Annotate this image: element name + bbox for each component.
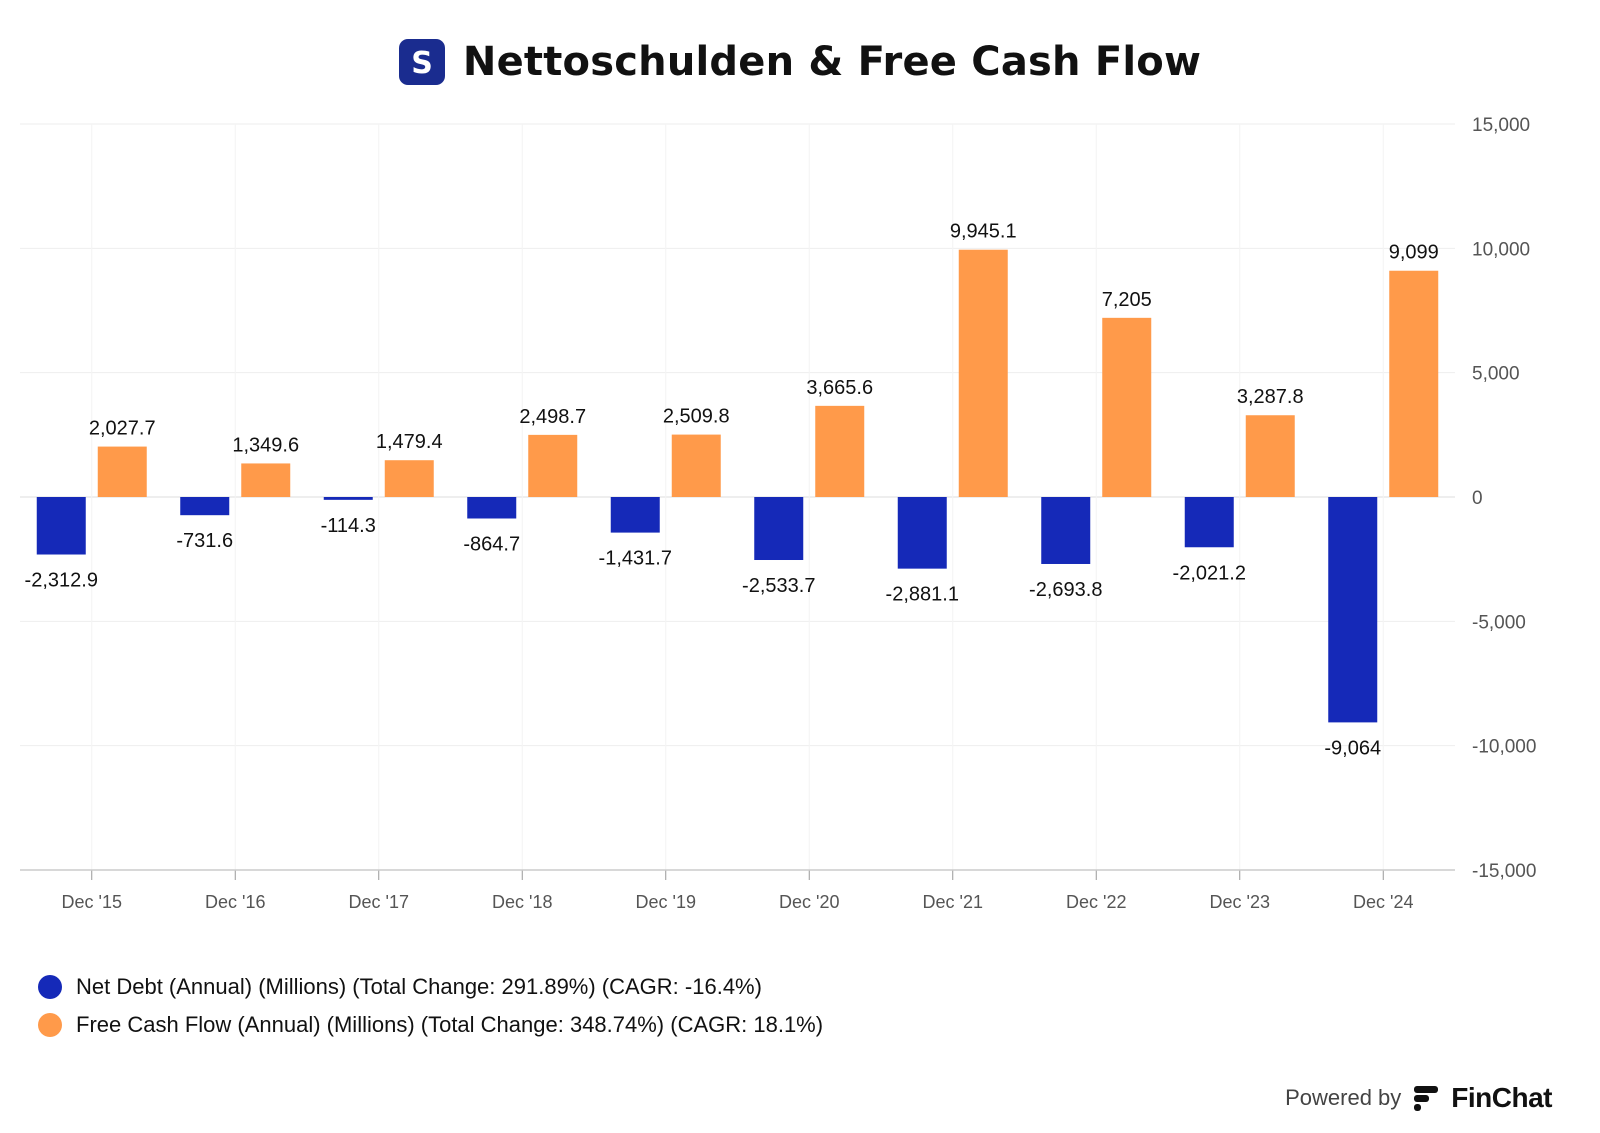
- net-debt-bar: [897, 497, 947, 569]
- chart-header: S Nettoschulden & Free Cash Flow: [0, 36, 1600, 88]
- free-cash-flow-bar: [241, 463, 291, 497]
- net-debt-data-label: -2,312.9: [25, 570, 98, 592]
- free-cash-flow-bar: [528, 434, 578, 497]
- chart-title: Nettoschulden & Free Cash Flow: [462, 39, 1202, 85]
- x-tick-label: Dec '17: [349, 892, 409, 912]
- x-tick-label: Dec '21: [923, 892, 983, 912]
- logo-glyph-icon: S: [411, 46, 433, 81]
- x-tick-label: Dec '15: [62, 892, 122, 912]
- net-debt-bar: [36, 497, 86, 555]
- net-debt-bar: [610, 497, 660, 533]
- y-tick-label: -5,000: [1472, 612, 1526, 633]
- bar-chart: 15,000 10,000 5,000 0 -5,000 -10,000 -15,000 De…: [20, 115, 1536, 912]
- free-cash-flow-bar: [1245, 415, 1295, 497]
- y-tick-label: 0: [1472, 488, 1483, 509]
- free-cash-flow-bar: [958, 249, 1008, 497]
- free-cash-flow-data-label: 9,099: [1389, 242, 1439, 264]
- x-tick-label: Dec '20: [779, 892, 839, 912]
- free-cash-flow-data-label: 1,349.6: [232, 434, 299, 456]
- free-cash-flow-data-label: 1,479.4: [376, 431, 443, 453]
- net-debt-data-label: -2,021.2: [1173, 562, 1246, 584]
- free-cash-flow-bar: [97, 446, 147, 497]
- free-cash-flow-data-label: 2,027.7: [89, 418, 156, 440]
- finchat-brand[interactable]: FinChat: [1451, 1082, 1552, 1113]
- net-debt-bar: [1184, 497, 1234, 548]
- chart-legend: Net Debt (Annual) (Millions) (Total Chan…: [38, 968, 823, 1044]
- x-tick-label: Dec '22: [1066, 892, 1126, 912]
- free-cash-flow-data-label: 3,287.8: [1237, 386, 1304, 408]
- free-cash-flow-bar: [815, 405, 865, 497]
- net-debt-bar: [180, 497, 230, 516]
- free-cash-flow-data-label: 2,509.8: [663, 406, 730, 428]
- x-tick-label: Dec '19: [636, 892, 696, 912]
- legend-item-free-cash-flow[interactable]: Free Cash Flow (Annual) (Millions) (Tota…: [38, 1006, 823, 1044]
- net-debt-bar: [323, 497, 373, 500]
- x-tick-label: Dec '16: [205, 892, 265, 912]
- legend-swatch-free-cash-flow: [38, 1013, 62, 1037]
- y-tick-label: -10,000: [1472, 737, 1536, 758]
- net-debt-bar: [1328, 497, 1378, 723]
- net-debt-bar: [754, 497, 804, 561]
- app-logo-icon: S: [398, 39, 445, 85]
- legend-item-net-debt[interactable]: Net Debt (Annual) (Millions) (Total Chan…: [38, 968, 823, 1006]
- net-debt-data-label: -864.7: [463, 534, 520, 556]
- free-cash-flow-bar: [1389, 270, 1439, 497]
- net-debt-data-label: -2,881.1: [886, 584, 959, 606]
- net-debt-bar: [467, 497, 517, 519]
- x-tick-label: Dec '18: [492, 892, 552, 912]
- powered-by-text: Powered by: [1285, 1085, 1402, 1110]
- finchat-logo-icon: [1414, 1086, 1439, 1111]
- free-cash-flow-bar: [671, 434, 721, 497]
- net-debt-data-label: -2,533.7: [742, 575, 815, 597]
- free-cash-flow-bar: [1102, 317, 1152, 497]
- net-debt-data-label: -114.3: [321, 515, 376, 537]
- net-debt-data-label: -9,064: [1324, 737, 1381, 759]
- legend-label-free-cash-flow: Free Cash Flow (Annual) (Millions) (Tota…: [76, 1012, 824, 1037]
- net-debt-data-label: -1,431.7: [599, 548, 672, 570]
- svg-text:S: S: [411, 46, 433, 81]
- free-cash-flow-data-label: 9,945.1: [950, 221, 1017, 243]
- y-tick-label: 15,000: [1472, 115, 1530, 136]
- free-cash-flow-bar: [384, 460, 434, 497]
- x-tick-label: Dec '24: [1353, 892, 1413, 912]
- legend-label-net-debt: Net Debt (Annual) (Millions) (Total Chan…: [76, 974, 762, 999]
- legend-swatch-net-debt: [38, 975, 62, 999]
- footer-branding: Powered by FinChat: [1285, 1082, 1552, 1114]
- net-debt-data-label: -2,693.8: [1029, 579, 1102, 601]
- free-cash-flow-data-label: 3,665.6: [806, 377, 873, 399]
- free-cash-flow-data-label: 2,498.7: [519, 406, 586, 428]
- y-tick-label: 10,000: [1472, 239, 1530, 260]
- x-tick-label: Dec '23: [1210, 892, 1270, 912]
- y-tick-label: -15,000: [1472, 861, 1536, 882]
- net-debt-bar: [1041, 497, 1091, 564]
- free-cash-flow-data-label: 7,205: [1102, 289, 1152, 311]
- y-tick-label: 5,000: [1472, 364, 1520, 385]
- net-debt-data-label: -731.6: [176, 530, 233, 552]
